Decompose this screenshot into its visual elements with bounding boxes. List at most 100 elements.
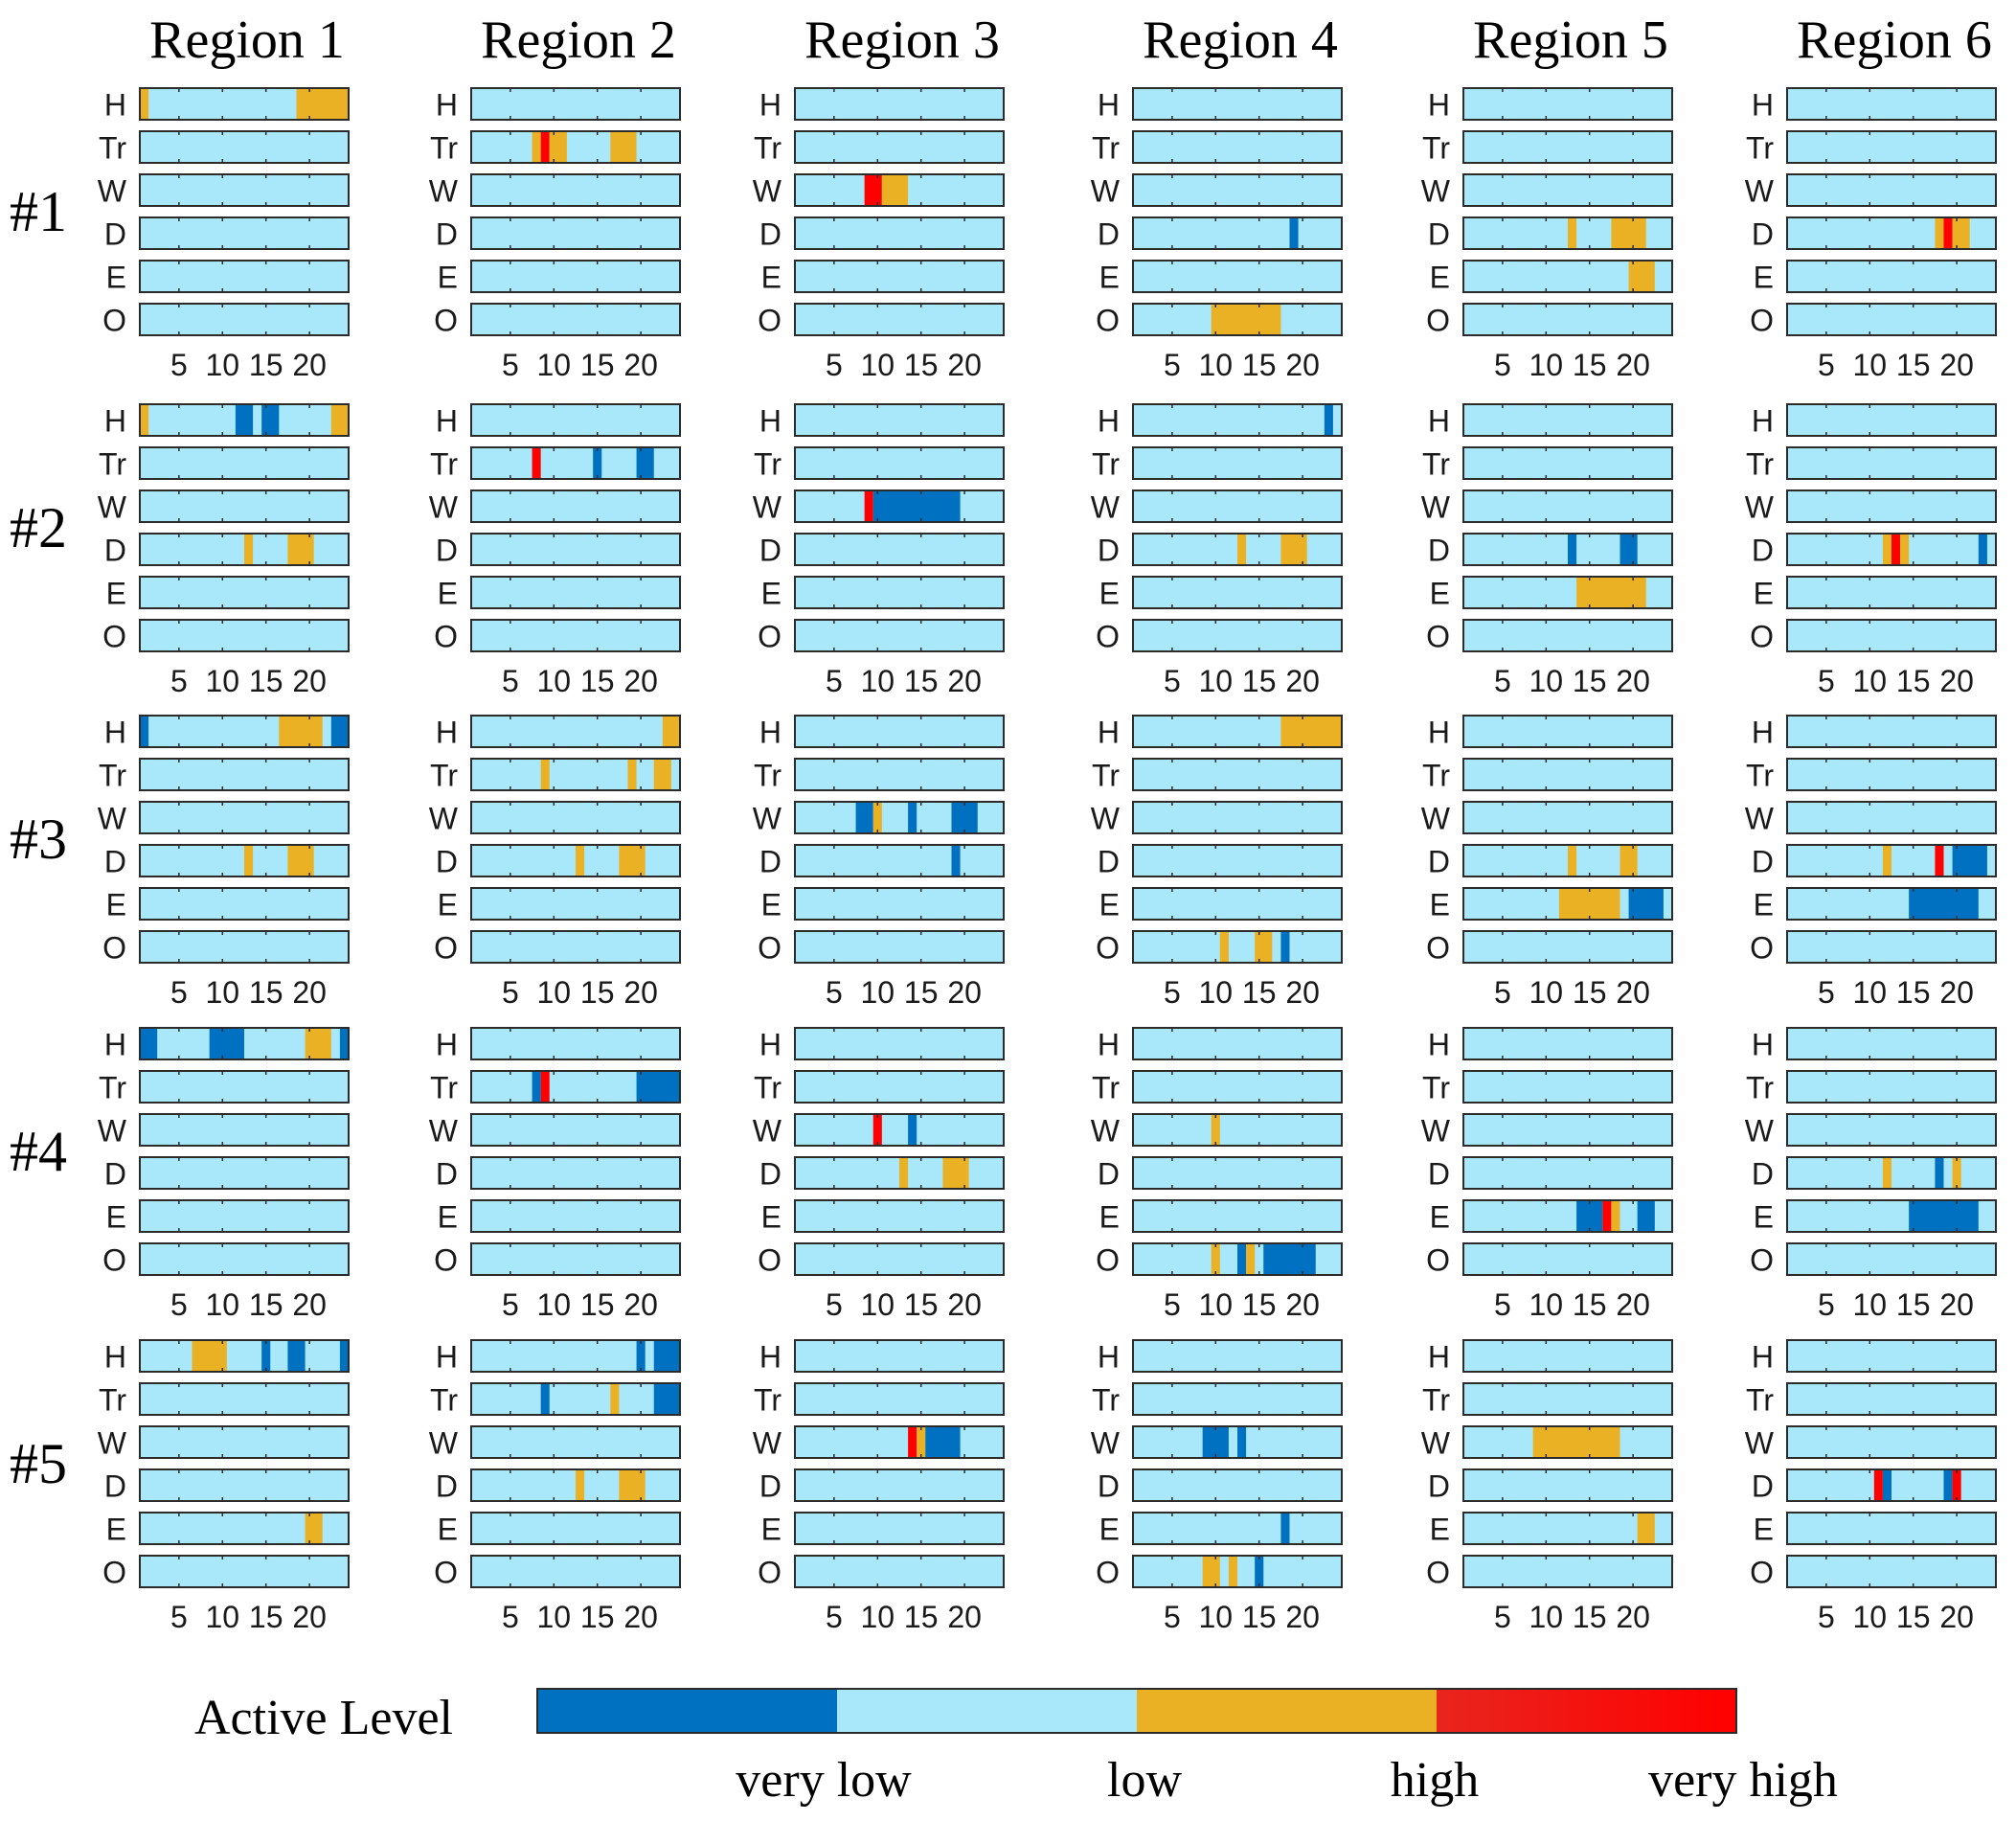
- group-label: #2: [10, 496, 67, 559]
- row-label: Tr: [1746, 131, 1774, 166]
- x-tick-label: 10: [860, 348, 895, 382]
- activity-segment: [244, 845, 254, 876]
- row-background: [795, 1028, 1004, 1059]
- row-background: [1463, 174, 1672, 206]
- x-tick-label: 20: [1939, 1600, 1974, 1634]
- row-frame: [470, 303, 681, 336]
- row-background: [1133, 174, 1342, 206]
- x-tick-label: 20: [623, 664, 658, 698]
- row-label: W: [98, 802, 127, 836]
- row-label: E: [1430, 1200, 1450, 1235]
- row-label: Tr: [1746, 1071, 1774, 1105]
- legend-swatch: [837, 1689, 1137, 1733]
- x-tick-label: 20: [947, 975, 982, 1010]
- row-label: Tr: [754, 1071, 781, 1105]
- row-label: Tr: [430, 131, 458, 166]
- row-background: [1463, 759, 1672, 790]
- row-background: [795, 1114, 1004, 1146]
- row-background: [471, 759, 680, 790]
- row-frame: [470, 1339, 681, 1373]
- row-background: [1463, 931, 1672, 963]
- row-frame: [794, 715, 1005, 748]
- legend: Active Level very low low high very high: [194, 1688, 1838, 1808]
- row-frame: [139, 216, 350, 250]
- activity-segment: [330, 404, 349, 436]
- row-frame: [139, 1027, 350, 1060]
- x-tick-label: 5: [1164, 1287, 1181, 1322]
- activity-segment: [908, 1114, 917, 1146]
- row-label: W: [429, 174, 459, 209]
- row-label: Tr: [99, 131, 126, 166]
- row-label: W: [1091, 174, 1121, 209]
- row-frame: [1786, 887, 1997, 921]
- x-tick-label: 20: [947, 1600, 982, 1634]
- activity-segment: [1935, 1157, 1944, 1189]
- x-tick-label: 10: [1198, 975, 1233, 1010]
- row-frame: [139, 173, 350, 207]
- row-label: E: [761, 888, 781, 922]
- activity-segment: [287, 1340, 306, 1372]
- row-frame: [470, 130, 681, 164]
- row-frame: [1132, 930, 1343, 964]
- x-tick-label: 15: [1573, 1287, 1607, 1322]
- row-label: O: [1426, 1556, 1450, 1590]
- row-label: E: [106, 577, 126, 611]
- activity-segment: [140, 1028, 158, 1059]
- x-tick-label: 15: [1242, 664, 1277, 698]
- row-label: Tr: [1092, 131, 1120, 166]
- activity-segment: [1935, 217, 1944, 249]
- row-background: [795, 261, 1004, 292]
- row-label: W: [429, 802, 459, 836]
- x-tick-label: 10: [860, 1287, 895, 1322]
- legend-title: Active Level: [194, 1691, 453, 1745]
- row-background: [140, 1071, 349, 1103]
- row-label: H: [1752, 404, 1774, 439]
- activity-segment: [1211, 304, 1281, 335]
- activity-segment: [540, 759, 550, 790]
- region-title: Region 2: [481, 11, 676, 70]
- row-label: O: [1426, 1243, 1450, 1278]
- activity-segment: [305, 1513, 323, 1544]
- row-background: [795, 716, 1004, 747]
- x-tick-label: 20: [1939, 664, 1974, 698]
- row-frame: [1462, 758, 1673, 791]
- row-label: Tr: [754, 1383, 781, 1418]
- row-background: [471, 888, 680, 920]
- x-tick-label: 10: [1529, 1287, 1563, 1322]
- row-label: O: [102, 931, 126, 966]
- row-background: [140, 131, 349, 163]
- x-tick-label: 15: [249, 1287, 283, 1322]
- x-tick-label: 15: [904, 1287, 939, 1322]
- row-frame: [139, 130, 350, 164]
- row-frame: [1786, 1468, 1997, 1502]
- row-frame: [139, 576, 350, 609]
- row-label: O: [1750, 1243, 1774, 1278]
- row-background: [1463, 1114, 1672, 1146]
- row-background: [471, 304, 680, 335]
- x-tick-label: 15: [249, 348, 283, 382]
- x-tick-label: 5: [1164, 348, 1181, 382]
- row-label: H: [759, 716, 781, 750]
- row-label: E: [1430, 577, 1450, 611]
- row-background: [1787, 490, 1996, 522]
- row-frame: [1132, 1242, 1343, 1276]
- row-frame: [470, 260, 681, 293]
- x-tick-label: 20: [623, 1287, 658, 1322]
- row-label: Tr: [1092, 759, 1120, 793]
- row-background: [1787, 447, 1996, 479]
- row-frame: [139, 1156, 350, 1190]
- legend-colorbar: [536, 1688, 1737, 1734]
- row-label: D: [1428, 845, 1450, 879]
- row-frame: [1132, 1468, 1343, 1502]
- row-label: H: [1752, 88, 1774, 123]
- row-label: H: [104, 404, 126, 439]
- x-tick-label: 20: [292, 664, 327, 698]
- row-frame: [1462, 1512, 1673, 1545]
- activity-segment: [1280, 534, 1307, 565]
- row-label: H: [759, 404, 781, 439]
- row-frame: [470, 446, 681, 480]
- row-frame: [1462, 1199, 1673, 1233]
